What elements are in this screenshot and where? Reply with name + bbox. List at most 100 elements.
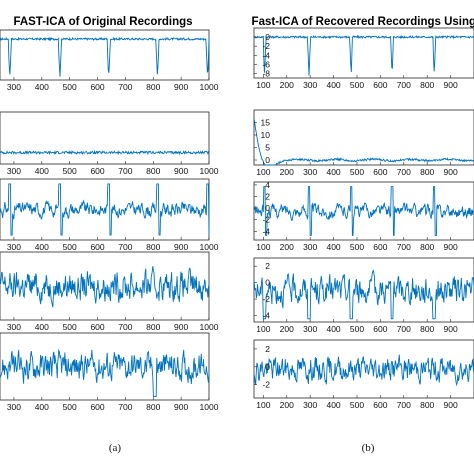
x-tick-label: 800 <box>420 242 434 252</box>
x-tick-label: 800 <box>420 324 434 334</box>
y-tick-label: -4 <box>262 50 270 60</box>
subplot-frame <box>253 339 474 399</box>
x-tick-label: 200 <box>280 80 294 90</box>
x-tick-label: 200 <box>280 242 294 252</box>
y-tick-label: -6 <box>262 59 270 69</box>
x-tick-label: 700 <box>118 402 132 412</box>
x-tick-label: 300 <box>303 400 317 410</box>
x-tick-label: 400 <box>35 166 49 176</box>
x-tick-label: 700 <box>118 242 132 252</box>
x-tick-label: 500 <box>350 400 364 410</box>
x-tick-label: 800 <box>420 80 434 90</box>
x-tick-label: 300 <box>303 324 317 334</box>
x-tick-label: 300 <box>7 166 21 176</box>
y-tick-label: -2 <box>262 380 270 390</box>
x-tick-label: 300 <box>7 82 21 92</box>
x-tick-label: 300 <box>303 80 317 90</box>
chart-a: 300 400 500 600 700 800 900 1000 300 400 500 600 700… <box>0 29 219 412</box>
x-tick-label: 800 <box>146 242 160 252</box>
subplot-frame <box>0 29 210 81</box>
signal-line <box>0 36 210 77</box>
y-tick-label: 2 <box>265 261 270 271</box>
x-tick-label: 800 <box>146 322 160 332</box>
x-tick-label: 700 <box>397 242 411 252</box>
x-tick-label: 500 <box>63 242 77 252</box>
y-tick-label: 5 <box>265 143 270 153</box>
subplot-frame <box>253 27 474 79</box>
signal-line <box>0 348 210 398</box>
y-tick-label: -8 <box>262 68 270 78</box>
x-tick-label: 600 <box>90 242 104 252</box>
x-tick-label: 1000 <box>200 322 219 332</box>
x-tick-label: 600 <box>373 167 387 177</box>
signal-line <box>0 183 210 236</box>
x-tick-label: 500 <box>350 324 364 334</box>
subplot-frame <box>0 332 210 401</box>
caption-a: (a) <box>109 442 122 454</box>
x-tick-label: 400 <box>326 242 340 252</box>
signal-line <box>0 266 210 308</box>
y-tick-label: -4 <box>262 310 270 320</box>
x-tick-label: 300 <box>303 167 317 177</box>
x-tick-label: 400 <box>326 167 340 177</box>
x-tick-label: 500 <box>63 402 77 412</box>
x-tick-label: 100 <box>256 167 270 177</box>
y-tick-label: 0 <box>265 203 270 213</box>
x-tick-label: 800 <box>420 400 434 410</box>
x-tick-label: 200 <box>280 400 294 410</box>
x-tick-label: 100 <box>256 80 270 90</box>
x-tick-label: 100 <box>256 242 270 252</box>
x-tick-label: 400 <box>326 324 340 334</box>
x-tick-label: 700 <box>118 166 132 176</box>
x-tick-label: 500 <box>350 80 364 90</box>
x-tick-label: 900 <box>174 242 188 252</box>
x-tick-label: 800 <box>420 167 434 177</box>
x-tick-label: 600 <box>90 322 104 332</box>
x-tick-label: 900 <box>174 402 188 412</box>
x-tick-label: 400 <box>326 80 340 90</box>
y-tick-label: 4 <box>265 180 270 190</box>
x-tick-label: 300 <box>303 242 317 252</box>
y-tick-label: -2 <box>262 294 270 304</box>
x-tick-label: 900 <box>444 167 458 177</box>
x-tick-label: 500 <box>63 82 77 92</box>
x-tick-label: 900 <box>174 166 188 176</box>
x-tick-label: 900 <box>444 242 458 252</box>
x-tick-label: 500 <box>63 166 77 176</box>
x-tick-label: 700 <box>397 324 411 334</box>
x-tick-label: 800 <box>146 402 160 412</box>
y-tick-label: 15 <box>261 118 271 128</box>
y-tick-label: 0 <box>265 362 270 372</box>
x-tick-label: 800 <box>146 82 160 92</box>
x-tick-label: 600 <box>373 400 387 410</box>
signal-line <box>253 34 474 76</box>
x-tick-label: 300 <box>7 322 21 332</box>
signal-line <box>253 269 474 320</box>
y-tick-label: 0 <box>265 32 270 42</box>
x-tick-label: 900 <box>444 324 458 334</box>
x-tick-label: 500 <box>350 242 364 252</box>
x-tick-label: 1000 <box>200 402 219 412</box>
x-tick-label: 1000 <box>200 82 219 92</box>
x-tick-label: 900 <box>174 322 188 332</box>
y-tick-label: 2 <box>265 344 270 354</box>
y-tick-label: 2 <box>265 192 270 202</box>
chart-title-a: FAST-ICA of Original Recordings <box>13 16 192 28</box>
x-tick-label: 600 <box>373 80 387 90</box>
subplot-frame <box>253 109 474 166</box>
x-tick-label: 400 <box>35 322 49 332</box>
x-tick-label: 500 <box>350 167 364 177</box>
signal-line <box>253 354 474 387</box>
subplot-frame <box>253 181 474 241</box>
y-tick-label: 10 <box>261 130 271 140</box>
x-tick-label: 600 <box>373 324 387 334</box>
x-tick-label: 100 <box>256 400 270 410</box>
x-tick-label: 500 <box>63 322 77 332</box>
x-tick-label: 600 <box>90 82 104 92</box>
x-tick-label: 1000 <box>200 242 219 252</box>
x-tick-label: 900 <box>444 400 458 410</box>
x-tick-label: 300 <box>7 402 21 412</box>
y-tick-label: 0 <box>265 155 270 165</box>
x-tick-label: 900 <box>444 80 458 90</box>
